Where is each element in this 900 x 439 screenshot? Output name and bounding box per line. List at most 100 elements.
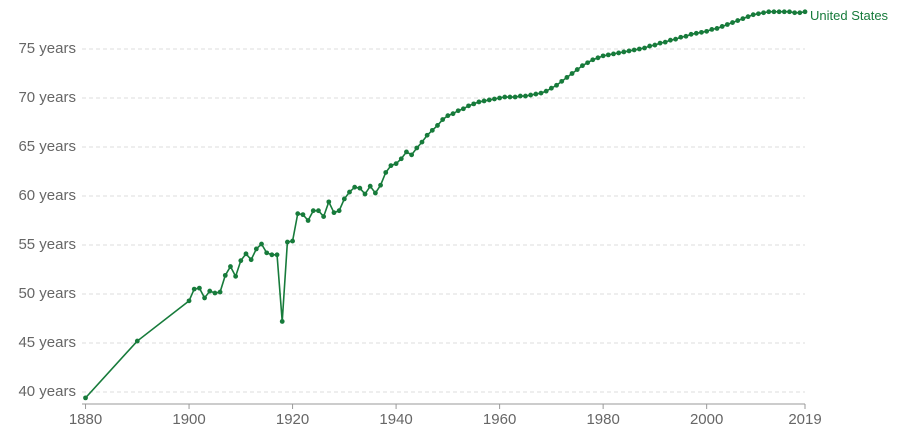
point [616, 50, 622, 56]
point [605, 52, 611, 58]
point [709, 27, 715, 32]
point [538, 90, 544, 96]
point [714, 26, 720, 31]
point [290, 238, 295, 244]
point [756, 11, 761, 17]
point [279, 319, 285, 324]
point [264, 250, 270, 256]
y-tick-label: 50 years [18, 285, 76, 302]
point [362, 191, 368, 197]
point [274, 252, 280, 258]
point [202, 295, 207, 301]
point [429, 127, 435, 133]
point [678, 34, 684, 40]
point [466, 103, 471, 109]
point [548, 85, 554, 91]
point [528, 92, 534, 98]
point [533, 91, 539, 97]
point [383, 170, 389, 175]
point [652, 42, 658, 48]
point [492, 96, 497, 102]
point [564, 75, 570, 80]
y-tick-label: 75 years [18, 40, 76, 57]
point [404, 149, 409, 155]
point [802, 9, 808, 15]
point [693, 30, 699, 36]
point [357, 185, 363, 191]
point [497, 95, 503, 101]
point [243, 251, 249, 257]
point [636, 46, 642, 52]
point [326, 199, 332, 205]
point [745, 14, 751, 20]
point [657, 40, 663, 46]
y-tick-label: 60 years [18, 187, 76, 204]
point [316, 208, 321, 214]
y-tick-label: 55 years [18, 236, 76, 253]
point [367, 183, 373, 189]
point [761, 10, 766, 16]
point [590, 57, 596, 63]
point [771, 9, 777, 15]
point [305, 218, 311, 223]
y-tick-label: 70 years [18, 89, 76, 106]
point [523, 93, 528, 99]
point [792, 10, 798, 16]
point [295, 211, 301, 217]
point [580, 63, 585, 69]
point [440, 117, 446, 122]
point [750, 12, 756, 18]
point [83, 395, 88, 401]
point [621, 49, 627, 55]
point [321, 214, 327, 219]
point [704, 28, 710, 34]
point [450, 111, 456, 117]
x-tick-label: 1880 [69, 411, 102, 428]
point [481, 98, 487, 104]
x-tick-label: 1980 [586, 411, 619, 428]
point [222, 272, 228, 278]
y-tick-label: 40 years [18, 383, 76, 400]
point [662, 39, 668, 45]
point [647, 43, 653, 49]
point [668, 37, 673, 43]
point [543, 88, 549, 94]
point [611, 51, 616, 57]
point [269, 252, 275, 258]
point [191, 286, 197, 292]
point [341, 196, 347, 202]
point [683, 33, 689, 39]
point [595, 55, 601, 61]
point [134, 338, 140, 344]
point [352, 184, 358, 190]
point [626, 48, 632, 54]
x-tick-label: 1920 [276, 411, 309, 428]
x-tick-label: 1900 [172, 411, 205, 428]
point [217, 289, 223, 295]
x-tick-label: 2019 [788, 411, 821, 428]
point [398, 156, 404, 162]
point [393, 161, 399, 167]
point [585, 60, 591, 66]
point [372, 190, 378, 196]
point [186, 298, 192, 304]
point [740, 16, 746, 22]
point [259, 241, 264, 247]
point [197, 285, 202, 291]
point [476, 99, 482, 105]
point [797, 10, 803, 16]
point [776, 9, 782, 15]
point [253, 246, 259, 252]
point [719, 24, 725, 29]
point [460, 106, 466, 112]
x-tick-label: 1940 [379, 411, 412, 428]
point [574, 67, 580, 72]
point [300, 212, 306, 218]
point [766, 9, 772, 15]
series-label: United States [810, 8, 889, 23]
point [228, 264, 233, 269]
point [559, 78, 565, 84]
point [735, 18, 741, 23]
point [554, 82, 559, 88]
